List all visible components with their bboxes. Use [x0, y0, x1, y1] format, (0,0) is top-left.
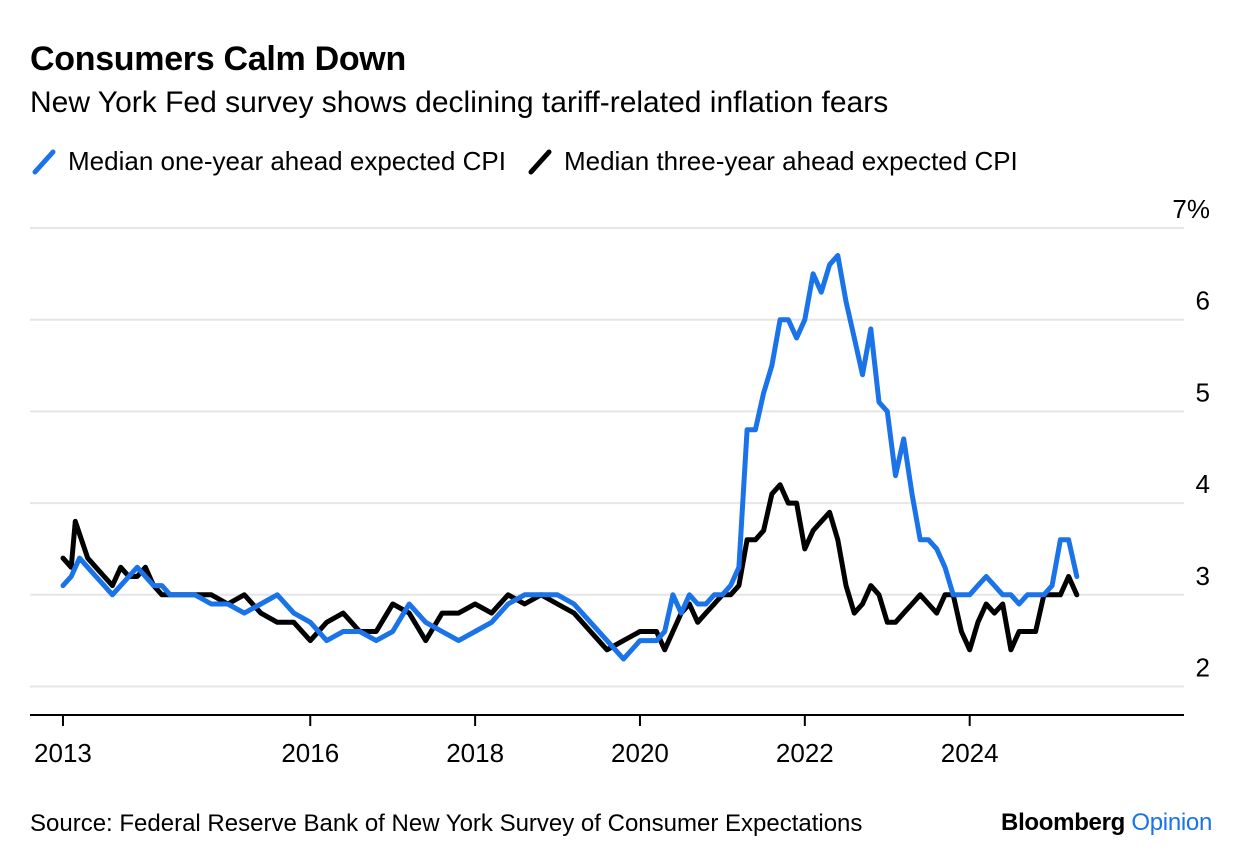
y-tick-label-1: 3 [1196, 561, 1210, 591]
series-line-one-year [60, 253, 1080, 662]
x-tick-label-5: 2024 [941, 738, 999, 768]
x-tick-label-1: 2016 [281, 738, 339, 768]
legend-label-three-year: Median three-year ahead expected CPI [563, 146, 1018, 176]
y-tick-label-2: 4 [1196, 469, 1210, 499]
brand-suffix: Opinion [1131, 809, 1212, 836]
brand-logo: Bloomberg Opinion [1001, 809, 1212, 837]
y-tick-label-3: 5 [1196, 377, 1210, 407]
black-slash-icon [528, 149, 552, 174]
gridlines [30, 227, 1184, 688]
source-note: Source: Federal Reserve Bank of New York… [30, 810, 863, 837]
y-tick-label-5: 7% [1172, 194, 1210, 224]
y-tick-label-0: 2 [1196, 652, 1210, 682]
brand-name: Bloomberg [1001, 809, 1125, 836]
x-tick-label-4: 2022 [776, 738, 834, 768]
x-tick-label-0: 2013 [34, 738, 92, 768]
chart-title: Consumers Calm Down [30, 40, 406, 78]
legend-label-one-year: Median one-year ahead expected CPI [68, 146, 506, 176]
series-line-three-year [60, 482, 1080, 653]
legend-item-one-year: Median one-year ahead expected CPI [30, 146, 506, 177]
x-axis: 2013 2016 2018 2020 2022 2024 [30, 714, 1184, 768]
chart-subtitle: New York Fed survey shows declining tari… [30, 86, 889, 119]
legend: Median one-year ahead expected CPI Media… [30, 146, 1038, 177]
y-tick-label-4: 6 [1196, 286, 1210, 316]
y-axis-ticks: 2 3 4 5 6 7% [1172, 194, 1210, 682]
x-tick-label-3: 2020 [611, 738, 669, 768]
blue-slash-icon [32, 149, 56, 174]
series-lines [60, 253, 1080, 662]
x-tick-label-2: 2018 [446, 738, 504, 768]
legend-item-three-year: Median three-year ahead expected CPI [526, 146, 1018, 177]
